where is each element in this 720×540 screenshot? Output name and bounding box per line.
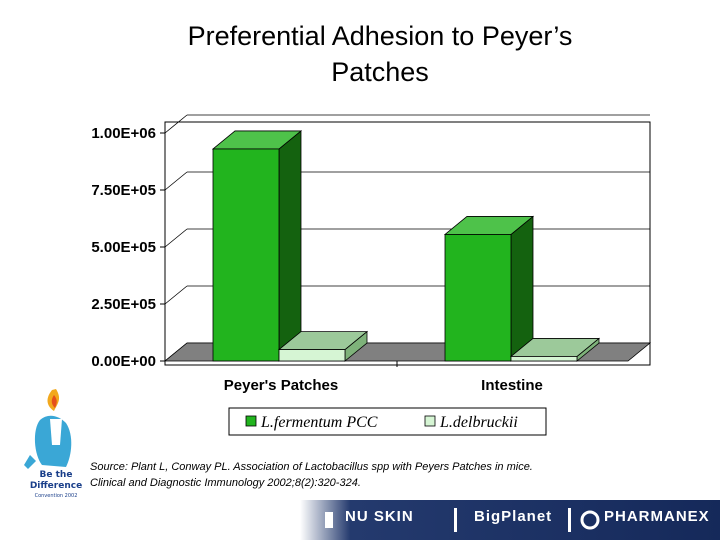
brand-divider <box>454 508 457 532</box>
source-line-2: Clinical and Diagnostic Immunology 2002;… <box>90 477 361 489</box>
logo-text-2: Difference <box>30 481 82 491</box>
bar-fermentum-0 <box>211 130 303 362</box>
legend-label: L.fermentum PCC <box>260 414 378 431</box>
brand-bigplanet: BigPlanet <box>474 508 553 525</box>
bar-front <box>212 148 280 362</box>
bar-front <box>444 234 512 362</box>
nuskin-logo-icon <box>325 512 333 528</box>
bar-front <box>510 356 578 362</box>
y-tick-label: 2.50E+05 <box>91 296 156 313</box>
x-category-label: Peyer's Patches <box>224 377 338 394</box>
pharmanex-logo-icon <box>580 510 600 530</box>
legend-swatch <box>424 415 436 427</box>
source-citation: Source: Plant L, Conway PL. Association … <box>90 459 650 491</box>
bar-side <box>510 215 534 362</box>
slide-title-line-1: Preferential Adhesion to Peyer’s <box>187 21 573 51</box>
bar-delbruckii-1 <box>509 337 601 362</box>
slide-title: Preferential Adhesion to Peyer’s Patches <box>60 18 700 90</box>
bar-front <box>278 349 346 362</box>
brand-pharmanex: PHARMANEX <box>604 508 710 525</box>
y-tick-label: 7.50E+05 <box>91 182 156 199</box>
y-tick-label: 5.00E+05 <box>91 239 156 256</box>
brand-nuskin: NU SKIN <box>345 508 414 525</box>
brand-divider <box>568 508 571 532</box>
x-category-label: Intestine <box>481 377 543 394</box>
legend-box <box>228 407 547 436</box>
footer-brand-bar <box>300 500 720 540</box>
logo-text-3: Convention 2002 <box>35 493 78 499</box>
slide-title-line-2: Patches <box>331 57 429 87</box>
logo-text-1: Be the <box>40 470 73 480</box>
bar-fermentum-1 <box>443 215 535 362</box>
y-tick-label: 0.00E+00 <box>91 353 156 370</box>
y-tick-label: 1.00E+06 <box>91 125 156 142</box>
legend-swatch <box>245 415 257 427</box>
gridline-depth <box>164 228 188 248</box>
bar-delbruckii-0 <box>277 330 369 362</box>
bar-side <box>278 130 302 362</box>
legend-label: L.delbruckii <box>439 414 518 431</box>
gridline-depth <box>164 171 188 191</box>
gridline-depth <box>164 114 188 134</box>
be-the-difference-logo: Be the Difference Convention 2002 <box>24 389 82 499</box>
source-line-1: Source: Plant L, Conway PL. Association … <box>90 461 533 473</box>
gridline-depth <box>164 285 188 305</box>
